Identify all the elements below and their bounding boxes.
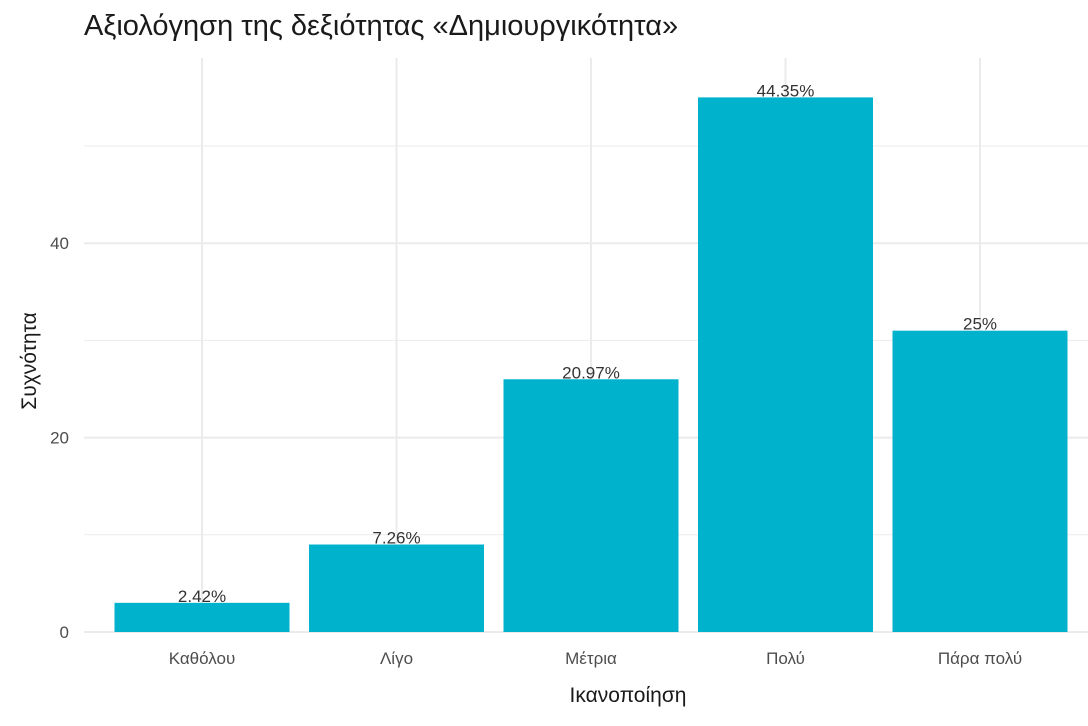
bar-value-label: 7.26% (372, 529, 420, 548)
chart-title: Αξιολόγηση της δεξιότητας «Δημιουργικότη… (84, 10, 679, 42)
bar-value-labels: 2.42% 7.26% 20.97% 44.35% 25% (178, 81, 997, 605)
bar (698, 97, 873, 632)
bar-value-label: 20.97% (562, 363, 620, 382)
bar-value-label: 44.35% (757, 81, 815, 100)
y-tick-label: 0 (60, 623, 69, 642)
bars (114, 97, 1068, 632)
y-tick-label: 20 (50, 429, 69, 448)
bar (309, 544, 484, 632)
x-tick-label: Λίγο (380, 649, 413, 668)
x-axis-title: Ικανοποίηση (570, 684, 687, 707)
bar-value-label: 2.42% (178, 587, 226, 606)
x-axis-ticks: Καθόλου Λίγο Μέτρια Πολύ Πάρα πολύ (169, 649, 1022, 668)
y-tick-label: 40 (50, 234, 69, 253)
x-tick-label: Μέτρια (565, 649, 617, 668)
bar (503, 379, 679, 632)
x-tick-label: Καθόλου (169, 649, 236, 668)
x-tick-label: Πάρα πολύ (938, 649, 1022, 668)
bar (892, 330, 1068, 632)
y-axis-title: Συχνότητα (18, 312, 41, 409)
bar (114, 602, 290, 632)
x-tick-label: Πολύ (766, 649, 805, 668)
y-axis-ticks: 0 20 40 (50, 234, 69, 642)
bar-value-label: 25% (963, 315, 997, 334)
